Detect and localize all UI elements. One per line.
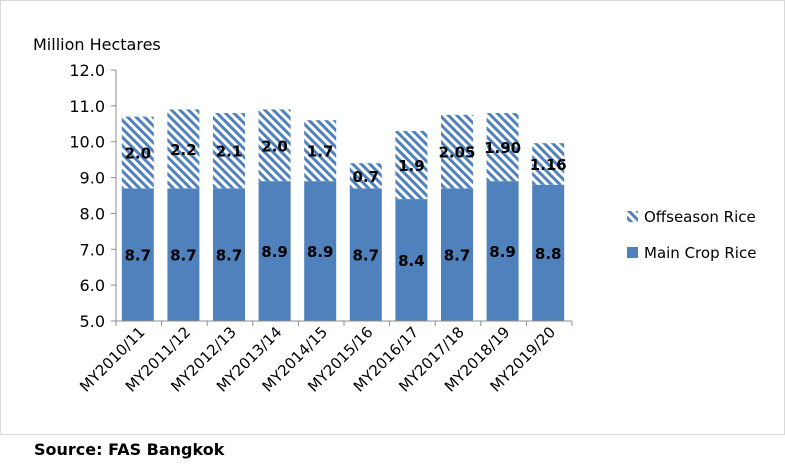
y-tick-label: 6.0 — [80, 276, 105, 295]
data-label-main: 8.7 — [170, 247, 197, 265]
x-axis: MY2010/11MY2011/12MY2012/13MY2013/14MY20… — [76, 320, 573, 396]
data-label-offseason: 1.90 — [484, 139, 521, 157]
y-axis: 5.0 6.0 7.0 8.0 9.0 10.0 11.0 12.0 — [69, 61, 117, 331]
y-tick-label: 8.0 — [80, 204, 105, 223]
bar-offseason — [441, 114, 473, 189]
y-tick-label: 11.0 — [69, 97, 105, 116]
bar-offseason — [532, 143, 565, 185]
data-label-offseason: 2.0 — [125, 144, 152, 162]
bar-offseason — [167, 109, 200, 189]
data-label-main: 8.7 — [353, 247, 380, 265]
bar-main-crop — [213, 188, 245, 321]
bar-main-crop — [167, 188, 200, 321]
bar-offseason — [395, 130, 428, 200]
data-label-offseason: 1.7 — [307, 143, 334, 161]
y-tick-label: 9.0 — [80, 169, 105, 188]
data-label-offseason: 1.9 — [398, 157, 425, 175]
y-tick-label: 5.0 — [80, 312, 105, 331]
legend-label: Offseason Rice — [644, 208, 756, 226]
bar-main-crop — [532, 184, 565, 321]
data-label-main: 8.9 — [261, 243, 288, 261]
data-label-offseason: 1.16 — [530, 156, 567, 174]
bar-offseason — [121, 116, 154, 189]
data-label-main: 8.7 — [125, 247, 152, 265]
bar-main-crop — [258, 181, 291, 321]
legend-swatch — [627, 211, 638, 222]
data-label-offseason: 2.0 — [261, 137, 288, 155]
legend: Offseason Rice Main Crop Rice — [627, 208, 756, 262]
data-label-main: 8.7 — [216, 247, 243, 265]
y-tick-label: 10.0 — [69, 133, 105, 152]
bar-offseason — [213, 113, 245, 189]
bar-main-crop — [486, 181, 519, 321]
bar-offseason — [349, 163, 382, 189]
legend-swatch — [627, 247, 638, 258]
data-label-main: 8.9 — [307, 243, 334, 261]
bar-offseason — [258, 109, 291, 182]
bar-main-crop — [349, 188, 382, 321]
y-tick-label: 7.0 — [80, 240, 105, 259]
data-label-offseason: 0.7 — [353, 168, 380, 186]
source-note: Source: FAS Bangkok — [34, 440, 225, 459]
bar-main-crop — [304, 181, 337, 321]
data-label-main: 8.4 — [398, 252, 425, 270]
data-label-main: 8.8 — [535, 245, 562, 263]
bar-offseason — [486, 113, 519, 182]
bars: 8.7 2.0 8.7 2.2 8.7 2.1 8.9 2.0 8.9 1.7 8.7 0.7 8.4 1… — [121, 109, 567, 321]
bar-main-crop — [121, 188, 154, 321]
data-label-offseason: 2.1 — [216, 143, 243, 161]
legend-label: Main Crop Rice — [644, 244, 756, 262]
data-label-offseason: 2.05 — [438, 144, 475, 162]
y-tick-label: 12.0 — [69, 61, 105, 80]
data-label-main: 8.7 — [444, 247, 471, 265]
bar-main-crop — [441, 188, 473, 321]
bar-main-crop — [395, 199, 428, 321]
y-axis-label: Million Hectares — [33, 35, 161, 54]
data-label-main: 8.9 — [489, 243, 516, 261]
data-label-offseason: 2.2 — [170, 141, 197, 159]
bar-offseason — [304, 120, 337, 182]
stacked-bar-chart: Million Hectares 5.0 6.0 7.0 8.0 9.0 10.0 11.0… — [33, 35, 756, 396]
